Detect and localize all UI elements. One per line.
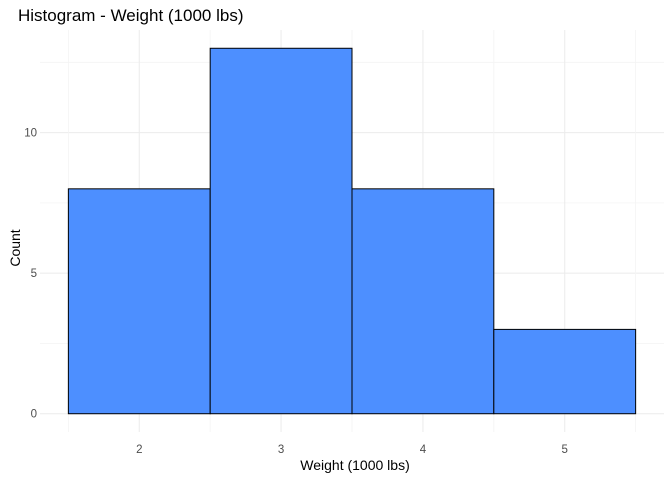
x-tick-label: 5: [562, 444, 568, 456]
y-axis-ticks: 0 5 10: [24, 128, 37, 421]
bar-2: [68, 189, 210, 414]
y-tick-label: 10: [24, 128, 37, 140]
chart-title: Histogram - Weight (1000 lbs): [18, 6, 244, 25]
x-tick-label: 2: [136, 444, 142, 456]
x-axis-title: Weight (1000 lbs): [300, 457, 409, 473]
x-tick-label: 3: [278, 444, 284, 456]
bar-4: [352, 189, 494, 414]
x-axis-ticks: 2 3 4 5: [136, 444, 568, 456]
y-tick-label: 5: [31, 268, 37, 280]
x-tick-label: 4: [420, 444, 427, 456]
bar-3: [210, 48, 352, 413]
bars: [68, 48, 635, 413]
bar-5: [494, 329, 636, 413]
y-tick-label: 0: [31, 409, 37, 421]
y-axis-title: Count: [7, 229, 23, 266]
